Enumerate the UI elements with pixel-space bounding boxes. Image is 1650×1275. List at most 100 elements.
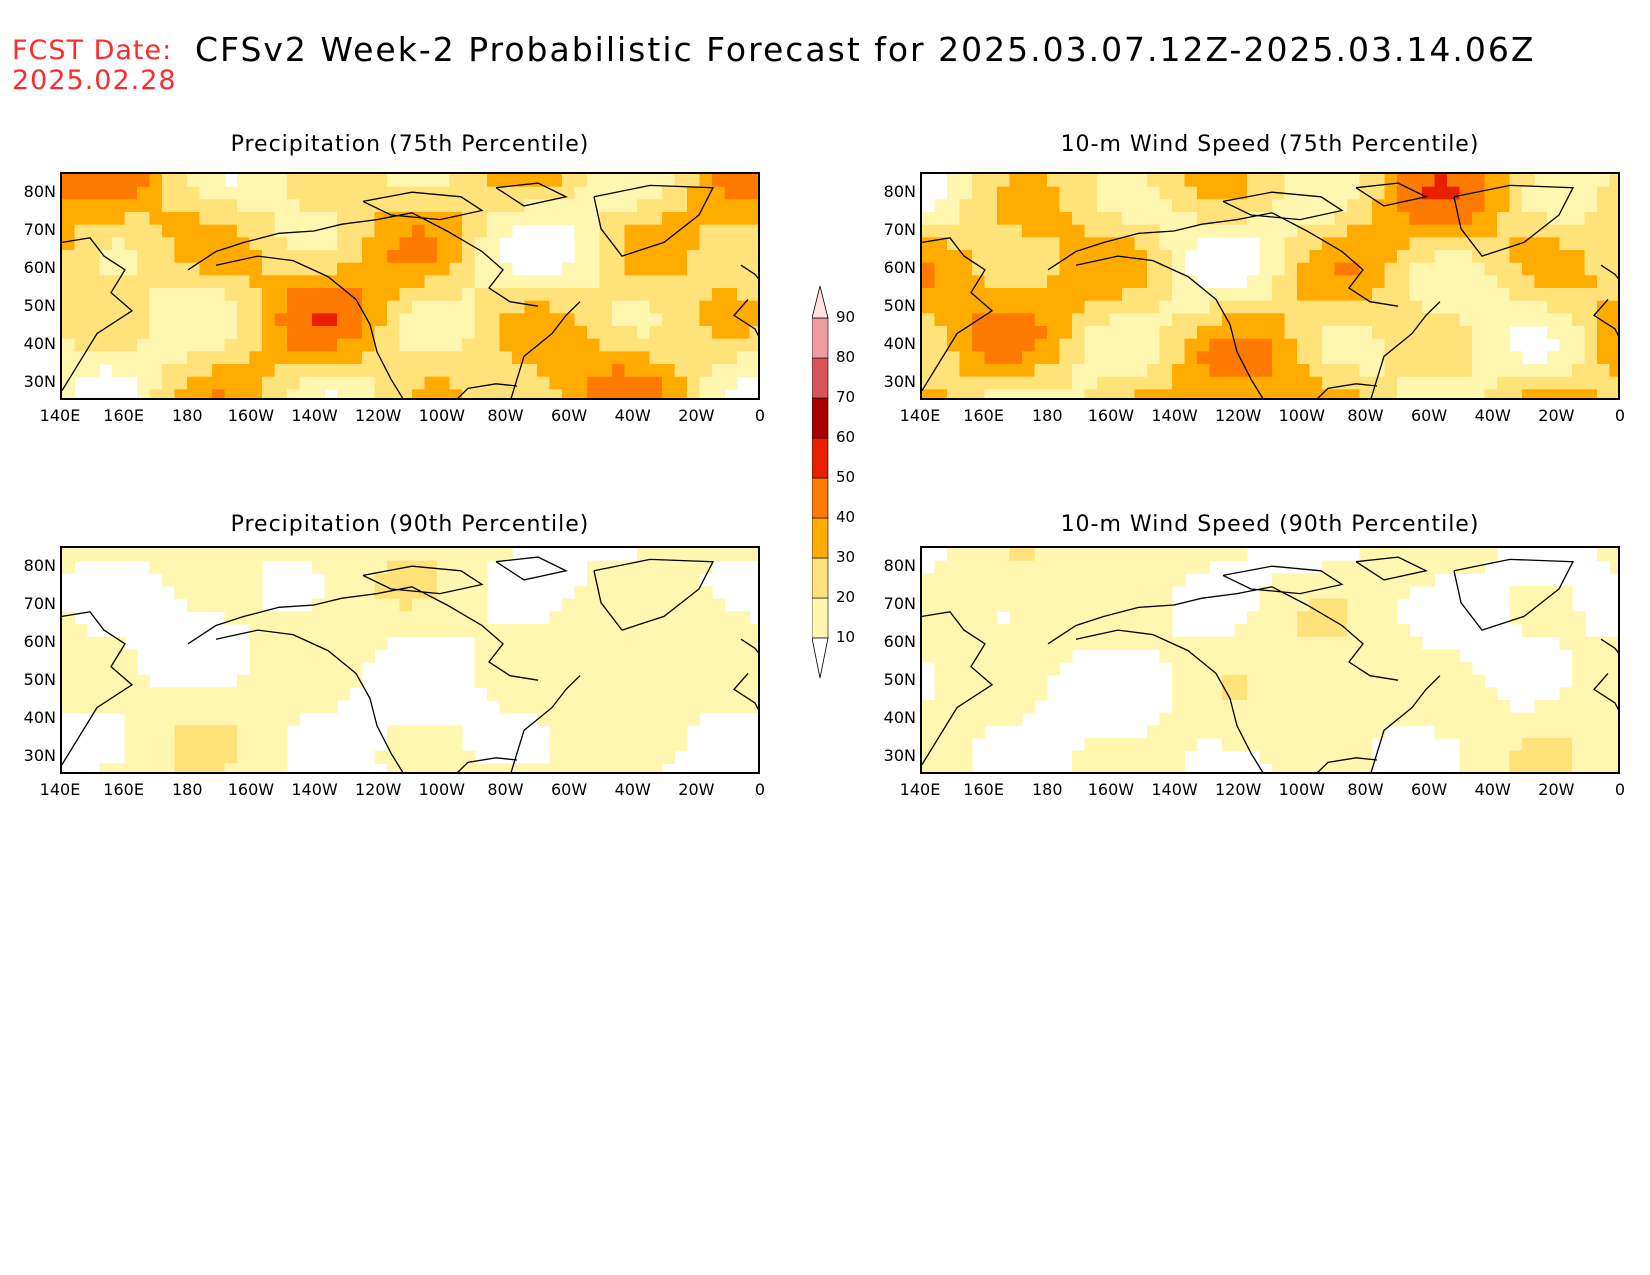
field-cell xyxy=(1259,275,1273,289)
field-cell xyxy=(712,237,726,251)
field-cell xyxy=(984,649,998,663)
field-cell xyxy=(299,288,313,302)
field-cell xyxy=(574,224,588,238)
field-cell xyxy=(274,199,288,213)
field-cell xyxy=(674,288,688,302)
field-cell xyxy=(947,763,961,772)
field-cell xyxy=(1159,174,1173,188)
field-cell xyxy=(1172,237,1186,251)
field-cell xyxy=(1434,351,1448,365)
field-cell xyxy=(412,624,426,638)
field-cell xyxy=(287,376,301,390)
field-cell xyxy=(462,376,476,390)
field-cell xyxy=(1109,364,1123,378)
field-cell xyxy=(749,288,758,302)
field-cell xyxy=(1109,573,1123,587)
field-cell xyxy=(562,712,576,726)
field-cell xyxy=(1297,262,1311,276)
field-cell xyxy=(1422,186,1436,200)
field-cell xyxy=(599,338,613,352)
field-cell xyxy=(287,548,301,562)
field-cell xyxy=(562,662,576,676)
field-cell xyxy=(1322,586,1336,600)
field-cell xyxy=(1197,389,1211,398)
field-cell xyxy=(524,376,538,390)
field-cell xyxy=(124,750,138,764)
field-cell xyxy=(599,725,613,739)
field-cell xyxy=(549,674,563,688)
lat-tick-label: 70N xyxy=(883,594,916,613)
field-cell xyxy=(1134,199,1148,213)
field-cell xyxy=(712,313,726,327)
field-cell xyxy=(62,389,76,398)
field-cell xyxy=(149,288,163,302)
field-cell xyxy=(1597,662,1611,676)
field-cell xyxy=(599,351,613,365)
field-cell xyxy=(1484,313,1498,327)
field-cell xyxy=(1572,224,1586,238)
field-cell xyxy=(624,300,638,314)
field-cell xyxy=(1322,351,1336,365)
lon-tick-label: 120W xyxy=(354,406,402,425)
lon-tick-label: 120W xyxy=(1214,780,1262,799)
field-cell xyxy=(1134,288,1148,302)
field-cell xyxy=(112,700,126,714)
field-cell xyxy=(1222,212,1236,226)
field-cell xyxy=(959,560,973,574)
field-cell xyxy=(1372,611,1386,625)
field-cell xyxy=(212,275,226,289)
field-cell xyxy=(137,250,151,264)
field-cell xyxy=(199,364,213,378)
field-cell xyxy=(1359,611,1373,625)
field-cell xyxy=(1372,389,1386,398)
field-cell xyxy=(1497,174,1511,188)
field-cell xyxy=(649,313,663,327)
field-cell xyxy=(1109,548,1123,562)
field-cell xyxy=(1472,548,1486,562)
field-cell xyxy=(237,364,251,378)
field-cell xyxy=(1322,250,1336,264)
field-cell xyxy=(1047,326,1061,340)
field-cell xyxy=(474,611,488,625)
field-cell xyxy=(387,725,401,739)
field-cell xyxy=(1297,636,1311,650)
field-cell xyxy=(499,326,513,340)
field-cell xyxy=(212,389,226,398)
field-cell xyxy=(124,275,138,289)
field-cell xyxy=(737,262,751,276)
field-cell xyxy=(749,674,758,688)
field-cell xyxy=(1284,313,1298,327)
field-cell xyxy=(1097,300,1111,314)
field-cell xyxy=(1534,199,1548,213)
field-cell xyxy=(1459,750,1473,764)
field-cell xyxy=(574,199,588,213)
field-cell xyxy=(934,674,948,688)
field-cell xyxy=(374,636,388,650)
coastline xyxy=(922,611,994,765)
field-cell xyxy=(1559,598,1573,612)
field-cell xyxy=(1209,338,1223,352)
field-cell xyxy=(1022,649,1036,663)
field-cell xyxy=(1159,326,1173,340)
field-cell xyxy=(1034,598,1048,612)
field-cell xyxy=(387,250,401,264)
field-cell xyxy=(74,674,88,688)
field-cell xyxy=(524,326,538,340)
field-cell xyxy=(249,687,263,701)
field-cell xyxy=(699,560,713,574)
field-cell xyxy=(1372,313,1386,327)
field-cell xyxy=(1084,636,1098,650)
field-cell xyxy=(1147,326,1161,340)
field-cell xyxy=(1359,275,1373,289)
field-cell xyxy=(1022,598,1036,612)
field-cell xyxy=(1434,560,1448,574)
field-cell xyxy=(1209,662,1223,676)
field-cell xyxy=(934,700,948,714)
field-cell xyxy=(687,598,701,612)
field-cell xyxy=(249,662,263,676)
field-cell xyxy=(237,300,251,314)
field-cell xyxy=(237,712,251,726)
field-cell xyxy=(1272,288,1286,302)
field-cell xyxy=(1009,611,1023,625)
field-cell xyxy=(947,586,961,600)
